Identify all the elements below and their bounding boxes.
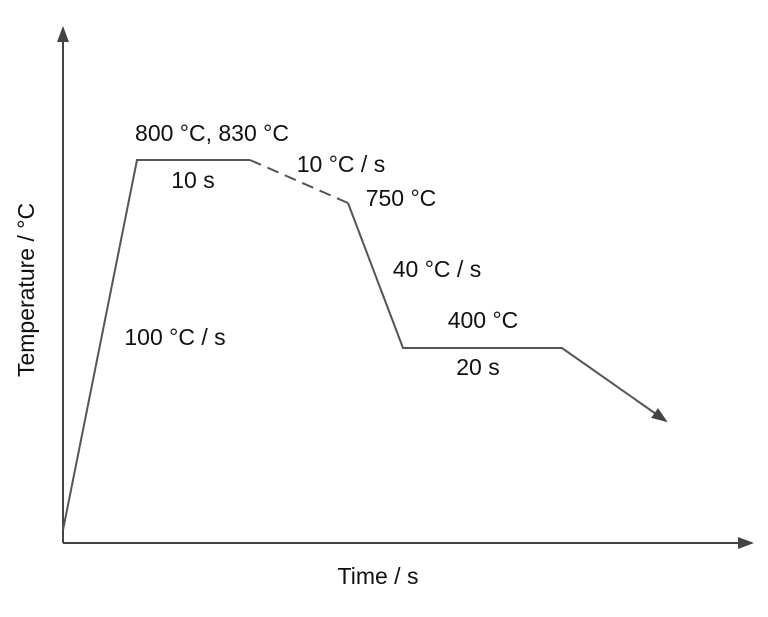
heating-hold bbox=[62, 159, 250, 531]
annotation: 10 °C / s bbox=[297, 151, 385, 177]
x-axis-label: Time / s bbox=[338, 563, 419, 589]
annotation: 800 °C, 830 °C bbox=[135, 120, 289, 146]
annotation: 10 s bbox=[171, 167, 214, 193]
annotation: 400 °C bbox=[448, 307, 519, 333]
annotation: 20 s bbox=[456, 354, 499, 380]
cooling-path bbox=[347, 202, 668, 423]
annotation: 40 °C / s bbox=[393, 256, 481, 282]
annotation: 750 °C bbox=[366, 185, 437, 211]
y-axis-label: Temperature / °C bbox=[13, 203, 39, 377]
annotation: 100 °C / s bbox=[124, 324, 225, 350]
